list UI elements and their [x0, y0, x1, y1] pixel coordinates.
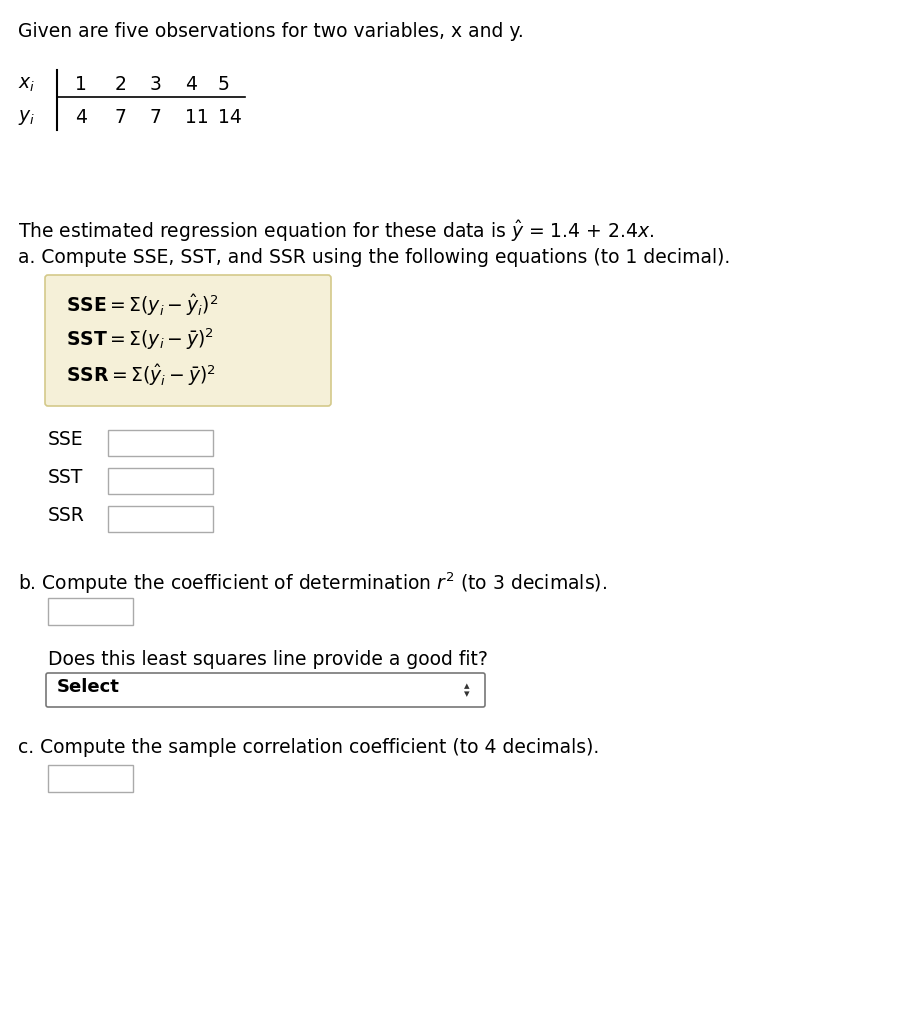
Text: 5: 5 [218, 75, 229, 94]
Text: $y_i$: $y_i$ [18, 108, 35, 127]
Text: SST: SST [48, 468, 83, 487]
FancyBboxPatch shape [48, 598, 133, 625]
Text: a. Compute SSE, SST, and SSR using the following equations (to 1 decimal).: a. Compute SSE, SST, and SSR using the f… [18, 248, 730, 267]
Text: Does this least squares line provide a good fit?: Does this least squares line provide a g… [48, 650, 488, 669]
Text: $\mathbf{SSE} = \Sigma(y_i - \hat{y}_i)^2$: $\mathbf{SSE} = \Sigma(y_i - \hat{y}_i)^… [66, 292, 219, 317]
Text: 14: 14 [218, 108, 242, 127]
FancyBboxPatch shape [48, 765, 133, 792]
FancyBboxPatch shape [107, 506, 213, 532]
Text: Given are five observations for two variables, x and y.: Given are five observations for two vari… [18, 22, 523, 41]
Text: c. Compute the sample correlation coefficient (to 4 decimals).: c. Compute the sample correlation coeffi… [18, 738, 599, 757]
Text: 1: 1 [75, 75, 87, 94]
Text: The estimated regression equation for these data is $\hat{y}$ = 1.4 + 2.4$x$.: The estimated regression equation for th… [18, 218, 654, 244]
Text: $\mathbf{SST} = \Sigma(y_i - \bar{y})^2$: $\mathbf{SST} = \Sigma(y_i - \bar{y})^2$ [66, 327, 214, 352]
Text: 4: 4 [185, 75, 197, 94]
Text: Select: Select [57, 678, 120, 696]
Text: 7: 7 [115, 108, 126, 127]
FancyBboxPatch shape [46, 673, 485, 707]
Text: SSR: SSR [48, 506, 85, 525]
Text: 7: 7 [150, 108, 162, 127]
Text: 4: 4 [75, 108, 87, 127]
Text: $x_i$: $x_i$ [18, 75, 35, 94]
Text: ▴
▾: ▴ ▾ [463, 681, 470, 699]
Text: 2: 2 [115, 75, 126, 94]
FancyBboxPatch shape [107, 430, 213, 456]
Text: $\mathbf{SSR} = \Sigma(\hat{y}_i - \bar{y})^2$: $\mathbf{SSR} = \Sigma(\hat{y}_i - \bar{… [66, 362, 216, 388]
Text: b. Compute the coefficient of determination $r^2$ (to 3 decimals).: b. Compute the coefficient of determinat… [18, 570, 607, 596]
FancyBboxPatch shape [45, 275, 330, 406]
Text: 3: 3 [150, 75, 162, 94]
FancyBboxPatch shape [107, 468, 213, 494]
Text: SSE: SSE [48, 430, 84, 449]
Text: 11: 11 [185, 108, 209, 127]
